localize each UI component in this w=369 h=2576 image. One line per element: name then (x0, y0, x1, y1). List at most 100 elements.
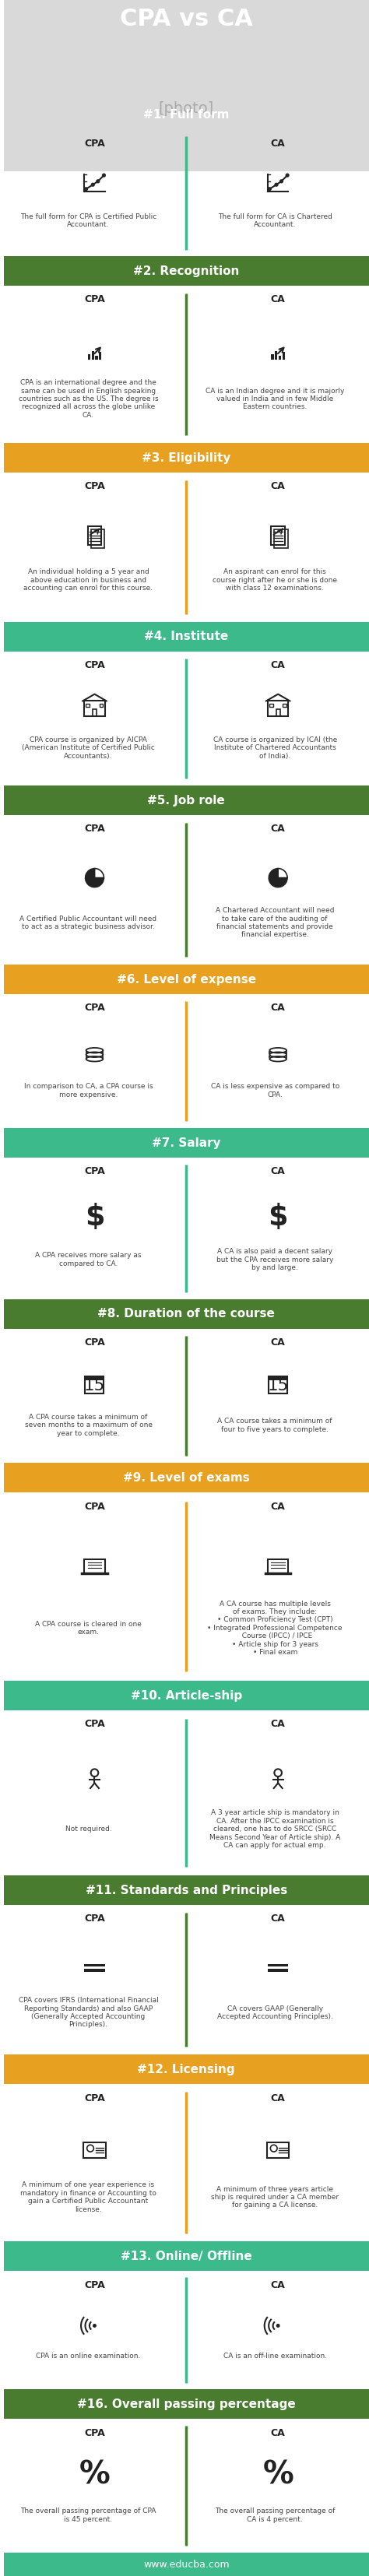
Text: %: % (263, 2460, 293, 2491)
Text: CA covers GAAP (Generally
Accepted Accounting Principles).: CA covers GAAP (Generally Accepted Accou… (217, 2004, 333, 2020)
Bar (274, 528, 288, 549)
Bar (4, 1463, 369, 1492)
Bar (4, 1680, 369, 1710)
Bar (276, 708, 280, 716)
Text: CPA: CPA (84, 2092, 105, 2102)
Bar (99, 353, 101, 361)
Bar (88, 526, 101, 544)
Bar (271, 526, 285, 544)
Bar (4, 129, 369, 255)
Bar (4, 1329, 369, 1463)
Text: A minimum of three years article
ship is required under a CA member
for gaining : A minimum of three years article ship is… (211, 2184, 339, 2208)
Text: CA: CA (271, 2092, 285, 2102)
Text: CPA is an online examination.: CPA is an online examination. (36, 2352, 141, 2360)
Text: A CPA course is cleared in one
exam.: A CPA course is cleared in one exam. (35, 1620, 142, 1636)
Bar (85, 1376, 104, 1394)
Bar (4, 286, 369, 443)
Text: CA: CA (271, 294, 285, 304)
Bar (4, 1492, 369, 1680)
Text: CPA covers IFRS (International Financial
Reporting Standards) and also GAAP
(Gen: CPA covers IFRS (International Financial… (18, 1996, 158, 2027)
Bar (4, 963, 369, 994)
Text: CA: CA (271, 2280, 285, 2290)
Bar (85, 1963, 105, 1965)
Bar (93, 708, 97, 716)
Text: CPA: CPA (84, 659, 105, 670)
Text: A Certified Public Accountant will need
to act as a strategic business advisor.: A Certified Public Accountant will need … (20, 914, 157, 930)
Text: CA: CA (271, 1914, 285, 1924)
Text: CPA: CPA (84, 2280, 105, 2290)
Text: A CPA course takes a minimum of
seven months to a maximum of one
year to complet: A CPA course takes a minimum of seven mo… (25, 1414, 152, 1437)
Text: #7. Salary: #7. Salary (152, 1136, 221, 1149)
Bar (85, 1558, 105, 1574)
Bar (268, 1963, 288, 1965)
Bar (4, 1710, 369, 1875)
Text: CPA: CPA (84, 139, 105, 149)
Bar (4, 994, 369, 1128)
Bar (4, 621, 369, 652)
Bar (4, 2272, 369, 2388)
Text: CA: CA (271, 139, 285, 149)
Bar (91, 528, 104, 549)
Text: #12. Licensing: #12. Licensing (137, 2063, 235, 2076)
Bar (282, 353, 285, 361)
Text: %: % (79, 2460, 110, 2491)
Bar (269, 1376, 287, 1394)
Bar (4, 2056, 369, 2084)
Bar (268, 701, 288, 716)
Text: #6. Level of expense: #6. Level of expense (117, 974, 256, 984)
Bar (4, 786, 369, 814)
Text: A CA course has multiple levels
of exams. They include:
• Common Proficiency Tes: A CA course has multiple levels of exams… (207, 1600, 342, 1656)
Text: In comparison to CA, a CPA course is
more expensive.: In comparison to CA, a CPA course is mor… (24, 1082, 153, 1097)
Bar (92, 350, 94, 361)
Text: CPA course is organized by AICPA
(American Institute of Certified Public
Account: CPA course is organized by AICPA (Americ… (22, 737, 155, 760)
Text: A CA is also paid a decent salary
but the CPA receives more salary
by and large.: A CA is also paid a decent salary but th… (217, 1247, 334, 1270)
Bar (269, 703, 273, 706)
Text: CA is less expensive as compared to
CPA.: CA is less expensive as compared to CPA. (211, 1082, 339, 1097)
Bar (268, 1968, 288, 1971)
Bar (4, 0, 369, 39)
Text: A minimum of one year experience is
mandatory in finance or Accounting to
gain a: A minimum of one year experience is mand… (20, 2182, 156, 2213)
Bar (4, 2419, 369, 2553)
Text: #11. Standards and Principles: #11. Standards and Principles (85, 1883, 287, 1896)
Text: #10. Article-ship: #10. Article-ship (131, 1690, 242, 1700)
Text: A Chartered Accountant will need
to take care of the auditing of
financial state: A Chartered Accountant will need to take… (215, 907, 334, 938)
Bar (4, 471, 369, 621)
Bar (4, 39, 369, 211)
Text: #4. Institute: #4. Institute (144, 631, 228, 641)
Text: The full form for CA is Chartered
Accountant.: The full form for CA is Chartered Accoun… (218, 214, 332, 229)
Bar (275, 350, 277, 361)
Bar (4, 255, 369, 286)
Text: 15: 15 (268, 1378, 289, 1394)
Text: $: $ (85, 1203, 104, 1231)
Text: CA: CA (271, 2427, 285, 2437)
Text: CPA: CPA (84, 1502, 105, 1512)
Text: CPA: CPA (84, 294, 105, 304)
Text: CPA: CPA (84, 482, 105, 492)
Bar (4, 1157, 369, 1298)
Bar (4, 2241, 369, 2272)
Text: CA is an Indian degree and it is majorly
valued in India and in few Middle
Easte: CA is an Indian degree and it is majorly… (206, 386, 344, 410)
Text: CPA: CPA (84, 1718, 105, 1728)
Text: The overall passing percentage of CPA
is 45 percent.: The overall passing percentage of CPA is… (21, 2506, 156, 2522)
Text: CPA: CPA (84, 1914, 105, 1924)
Text: CA: CA (271, 1718, 285, 1728)
Bar (283, 703, 286, 706)
Text: www.educba.com: www.educba.com (143, 2561, 230, 2568)
Text: #9. Level of exams: #9. Level of exams (123, 1471, 250, 1484)
Bar (4, 1298, 369, 1329)
Bar (4, 443, 369, 471)
Text: A CA course takes a minimum of
four to five years to complete.: A CA course takes a minimum of four to f… (218, 1417, 332, 1432)
Bar (267, 2143, 289, 2159)
Bar (99, 703, 103, 706)
Bar (269, 1376, 287, 1381)
Text: CA: CA (271, 1337, 285, 1347)
Text: CPA: CPA (84, 824, 105, 835)
Text: CA: CA (271, 482, 285, 492)
Text: CPA is an international degree and the
same can be used in English speaking
coun: CPA is an international degree and the s… (18, 379, 158, 420)
Bar (4, 1904, 369, 2056)
Bar (4, 652, 369, 786)
Bar (4, 0, 369, 211)
Text: #13. Online/ Offline: #13. Online/ Offline (121, 2251, 252, 2262)
Text: #5. Job role: #5. Job role (148, 793, 225, 806)
Text: #8. Duration of the course: #8. Duration of the course (98, 1309, 275, 1319)
